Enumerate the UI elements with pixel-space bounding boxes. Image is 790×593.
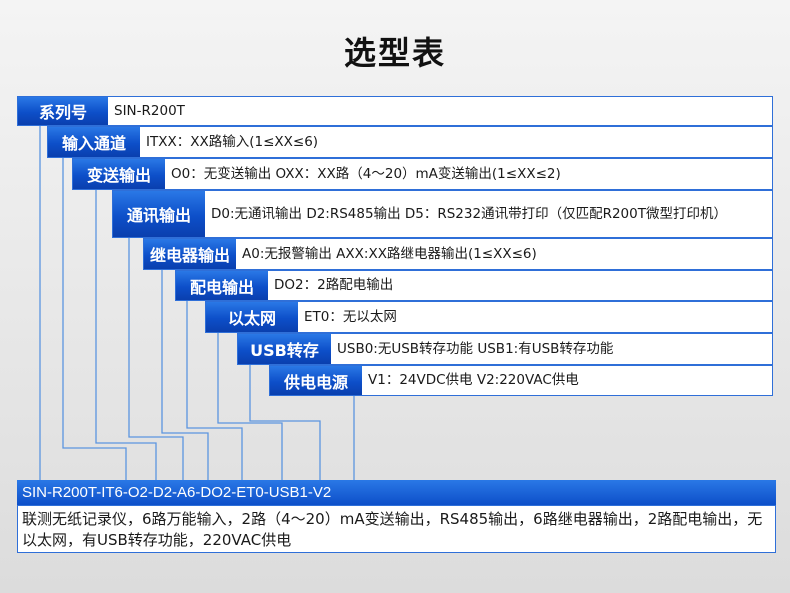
spec-row: 配电输出 DO2：2路配电输出	[175, 270, 773, 301]
example-model-code: SIN-R200T-IT6-O2-D2-A6-DO2-ET0-USB1-V2	[17, 480, 776, 505]
spec-value: V1：24VDC供电 V2:220VAC供电	[368, 372, 579, 388]
spec-value: DO2：2路配电输出	[274, 277, 394, 293]
spec-value: ITXX：XX路输入(1≤XX≤6)	[146, 133, 319, 150]
spec-row: 输入通道 ITXX：XX路输入(1≤XX≤6)	[47, 126, 773, 158]
connector-line	[62, 158, 127, 480]
spec-row: 以太网 ET0：无以太网	[205, 301, 773, 333]
connector-line	[128, 238, 184, 480]
spec-label: USB转存	[238, 334, 331, 364]
spec-label: 变送输出	[73, 159, 165, 189]
spec-row: 继电器输出 A0:无报警输出 AXX:XX路继电器输出(1≤XX≤6)	[143, 238, 773, 270]
spec-row: USB转存 USB0:无USB转存功能 USB1:有USB转存功能	[237, 333, 773, 365]
spec-label: 配电输出	[176, 271, 268, 300]
connector-line	[217, 333, 283, 480]
connector-line	[95, 190, 157, 480]
example-description: 联测无纸记录仪，6路万能输入，2路（4～20）mA变送输出，RS485输出，6路…	[17, 505, 776, 553]
spec-value: USB0:无USB转存功能 USB1:有USB转存功能	[337, 340, 614, 357]
spec-value: SIN-R200T	[114, 102, 185, 119]
spec-label: 输入通道	[48, 127, 140, 157]
spec-row: 系列号 SIN-R200T	[17, 96, 773, 126]
spec-row: 通讯输出 D0:无通讯输出 D2:RS485输出 D5：RS232通讯带打印（仅匹…	[112, 190, 773, 238]
spec-row: 供电电源 V1：24VDC供电 V2:220VAC供电	[269, 365, 773, 396]
spec-label: 以太网	[206, 302, 298, 332]
spec-label: 系列号	[18, 97, 108, 125]
spec-row: 变送输出 O0：无变送输出 OXX：XX路（4～20）mA变送输出(1≤XX≤2)	[72, 158, 773, 190]
spec-label: 继电器输出	[144, 239, 236, 269]
spec-value: O0：无变送输出 OXX：XX路（4～20）mA变送输出(1≤XX≤2)	[171, 165, 561, 182]
connector-line	[186, 301, 243, 480]
connector-line	[249, 365, 321, 480]
spec-value: D0:无通讯输出 D2:RS485输出 D5：RS232通讯带打印（仅匹配R20…	[211, 205, 727, 222]
spec-label: 供电电源	[270, 366, 362, 395]
spec-value: ET0：无以太网	[304, 308, 397, 325]
spec-label: 通讯输出	[113, 191, 205, 237]
page-title: 选型表	[343, 34, 446, 72]
spec-value: A0:无报警输出 AXX:XX路继电器输出(1≤XX≤6)	[242, 245, 537, 262]
connector-line	[161, 270, 209, 480]
